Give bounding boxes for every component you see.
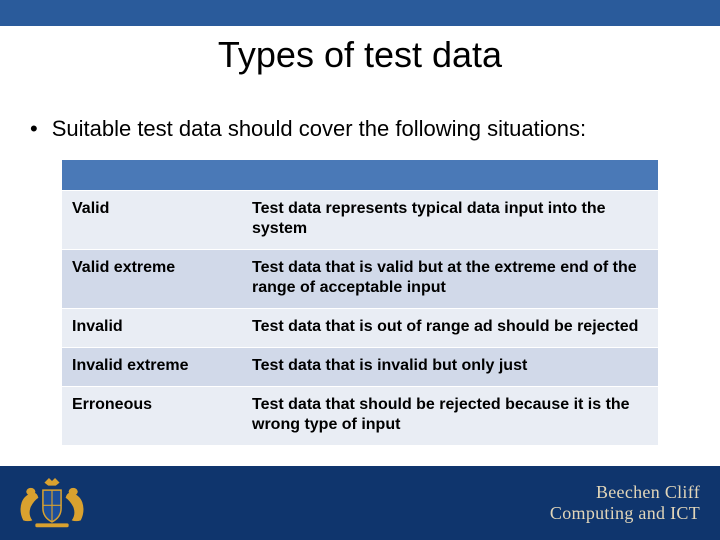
row-label: Invalid: [62, 308, 242, 347]
row-desc: Test data represents typical data input …: [242, 190, 658, 249]
row-desc: Test data that should be rejected becaus…: [242, 386, 658, 445]
table-header-row: [62, 160, 658, 190]
table-row: Valid Test data represents typical data …: [62, 190, 658, 249]
row-desc: Test data that is valid but at the extre…: [242, 249, 658, 308]
row-label: Erroneous: [62, 386, 242, 445]
top-accent-bar: [0, 0, 720, 26]
bullet-item: • Suitable test data should cover the fo…: [30, 116, 690, 142]
table-row: Invalid extreme Test data that is invali…: [62, 347, 658, 386]
crest-logo: [14, 475, 90, 531]
table-header-cell: [242, 160, 658, 190]
table-row: Valid extreme Test data that is valid bu…: [62, 249, 658, 308]
row-label: Invalid extreme: [62, 347, 242, 386]
test-data-table: Valid Test data represents typical data …: [62, 160, 658, 446]
crest-icon: [14, 475, 90, 531]
table-body: Valid Test data represents typical data …: [62, 190, 658, 445]
row-desc: Test data that is out of range ad should…: [242, 308, 658, 347]
brand-block: Beechen Cliff Computing and ICT: [550, 482, 700, 524]
brand-line-2: Computing and ICT: [550, 503, 700, 524]
bullet-dot-icon: •: [30, 116, 38, 142]
footer-bar: Beechen Cliff Computing and ICT: [0, 466, 720, 540]
slide-title: Types of test data: [0, 34, 720, 76]
bullet-text: Suitable test data should cover the foll…: [52, 116, 586, 142]
table-header-cell: [62, 160, 242, 190]
row-label: Valid: [62, 190, 242, 249]
table-row: Erroneous Test data that should be rejec…: [62, 386, 658, 445]
slide: Types of test data • Suitable test data …: [0, 0, 720, 540]
row-desc: Test data that is invalid but only just: [242, 347, 658, 386]
table-row: Invalid Test data that is out of range a…: [62, 308, 658, 347]
brand-line-1: Beechen Cliff: [550, 482, 700, 503]
row-label: Valid extreme: [62, 249, 242, 308]
